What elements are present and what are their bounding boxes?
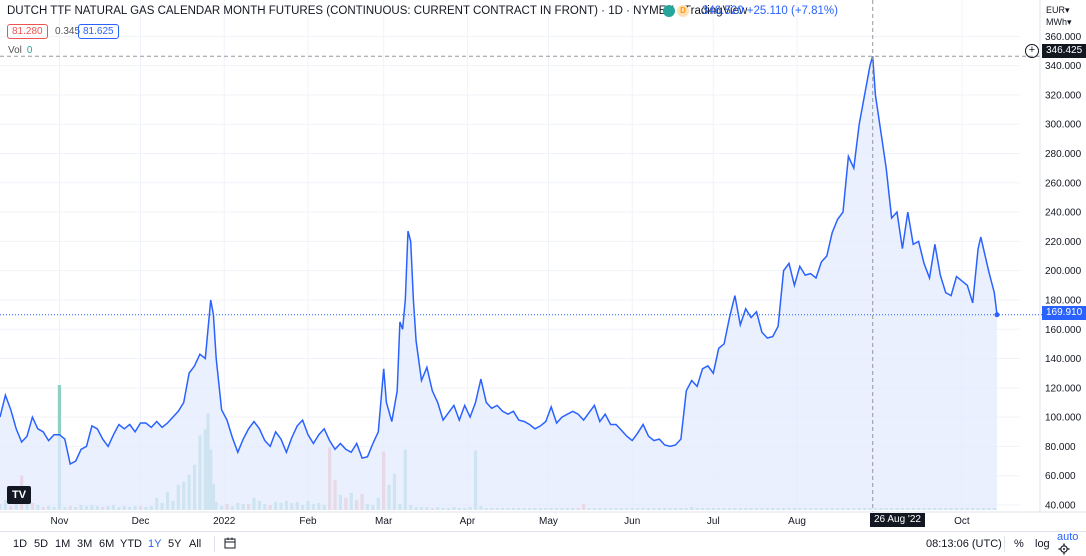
price-tick-label: 100.000 bbox=[1045, 413, 1082, 424]
time-tick-label: Nov bbox=[51, 516, 69, 527]
price-tick-label: 40.000 bbox=[1045, 501, 1076, 512]
time-tick-label: 2022 bbox=[213, 516, 236, 527]
crosshair-price-label: 346.425 bbox=[1042, 44, 1086, 58]
bottom-toolbar: 1D 5D 1M 3M 6M YTD 1Y 5Y All 08:13:06 (U… bbox=[0, 532, 1086, 556]
volume-legend: Vol 0 bbox=[8, 45, 32, 56]
price-tick-label: 140.000 bbox=[1045, 354, 1082, 365]
time-tick-label: Apr bbox=[460, 516, 476, 527]
utc-clock[interactable]: 08:13:06 (UTC) bbox=[926, 538, 1002, 550]
time-tick-label: Jul bbox=[707, 516, 720, 527]
auto-scale-button[interactable]: auto bbox=[1057, 531, 1079, 543]
range-6m-button[interactable]: 6M bbox=[99, 538, 115, 550]
time-tick-label: Dec bbox=[132, 516, 150, 527]
price-tick-label: 240.000 bbox=[1045, 208, 1082, 219]
percent-scale-button[interactable]: % bbox=[1014, 538, 1024, 550]
currency-label: EUR bbox=[1046, 5, 1066, 15]
price-tick-label: 260.000 bbox=[1045, 178, 1082, 189]
price-tick-label: 60.000 bbox=[1045, 471, 1076, 482]
spread-value: 0.345 bbox=[55, 26, 81, 37]
price-tick-label: 160.000 bbox=[1045, 325, 1082, 336]
price-tick-label: 280.000 bbox=[1045, 149, 1082, 160]
price-line bbox=[0, 55, 998, 466]
price-tick-label: 80.000 bbox=[1045, 442, 1076, 453]
range-ytd-button[interactable]: YTD bbox=[120, 538, 142, 550]
price-tick-label: 340.000 bbox=[1045, 61, 1082, 72]
crosshair-date-label: 26 Aug '22 bbox=[870, 513, 925, 527]
current-price-label: 169.910 bbox=[1042, 306, 1086, 320]
chevron-down-icon: ▾ bbox=[1065, 5, 1070, 15]
volume-value: 0 bbox=[26, 45, 33, 56]
crosshair-overlay bbox=[0, 0, 1042, 512]
symbol-title[interactable]: DUTCH TTF NATURAL GAS CALENDAR MONTH FUT… bbox=[7, 5, 748, 17]
volume-label: Vol bbox=[8, 45, 22, 56]
price-axis[interactable]: 360.000 340.000 320.000 300.000 280.000 260.0… bbox=[1039, 0, 1082, 512]
price-tick-label: 320.000 bbox=[1045, 90, 1082, 101]
price-tick-label: 120.000 bbox=[1045, 383, 1082, 394]
range-5y-button[interactable]: 5Y bbox=[168, 538, 182, 550]
price-area bbox=[0, 56, 997, 510]
chevron-down-icon: ▾ bbox=[1067, 17, 1072, 27]
last-price-point bbox=[994, 312, 1000, 318]
range-1y-button[interactable]: 1Y bbox=[148, 538, 162, 550]
price-tick-label: 300.000 bbox=[1045, 120, 1082, 131]
time-tick-label: Oct bbox=[954, 516, 970, 527]
market-open-indicator bbox=[663, 5, 675, 17]
log-scale-button[interactable]: log bbox=[1035, 538, 1050, 550]
delayed-data-badge: D bbox=[677, 5, 689, 17]
unit-label: MWh bbox=[1046, 17, 1067, 27]
range-5d-button[interactable]: 5D bbox=[34, 538, 49, 550]
sell-price-box[interactable]: 81.280 bbox=[7, 24, 48, 39]
time-tick-label: Aug bbox=[788, 516, 806, 527]
calendar-range-icon[interactable] bbox=[224, 537, 236, 549]
price-tick-label: 200.000 bbox=[1045, 266, 1082, 277]
time-axis[interactable]: Nov Dec 2022 Feb Mar Apr May Jun Jul Aug Oct bbox=[0, 511, 1086, 532]
time-tick-label: Feb bbox=[299, 516, 317, 527]
price-tick-label: 220.000 bbox=[1045, 237, 1082, 248]
gear-icon[interactable] bbox=[1058, 543, 1070, 555]
range-3m-button[interactable]: 3M bbox=[77, 538, 93, 550]
time-tick-label: Mar bbox=[375, 516, 393, 527]
divider bbox=[1004, 536, 1005, 552]
price-tick-label: 180.000 bbox=[1045, 295, 1082, 306]
range-1d-button[interactable]: 1D bbox=[13, 538, 28, 550]
time-tick-label: Jun bbox=[624, 516, 640, 527]
time-tick-label: May bbox=[539, 516, 558, 527]
last-price-change: 346.520 +25.110 (+7.81%) bbox=[702, 5, 838, 17]
range-all-button[interactable]: All bbox=[189, 538, 202, 550]
add-alert-plus-icon[interactable]: + bbox=[1025, 44, 1039, 58]
price-chart[interactable]: 360.000 340.000 320.000 300.000 280.000 260.0… bbox=[0, 0, 1086, 532]
range-1m-button[interactable]: 1M bbox=[55, 538, 71, 550]
price-tick-label: 360.000 bbox=[1045, 32, 1082, 43]
tradingview-logo[interactable]: TV bbox=[7, 486, 31, 504]
currency-unit-selector[interactable]: EUR▾ MWh▾ bbox=[1046, 4, 1072, 28]
divider bbox=[214, 536, 215, 552]
buy-price-box[interactable]: 81.625 bbox=[78, 24, 119, 39]
